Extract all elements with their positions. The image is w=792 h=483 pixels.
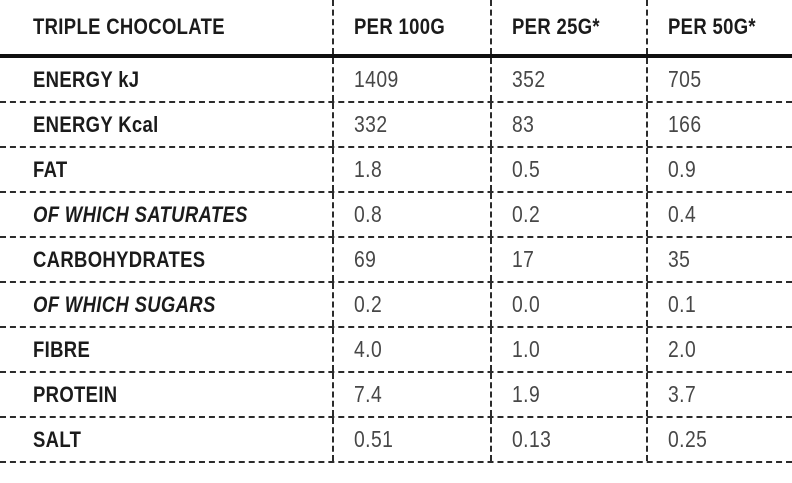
value-per-100g: 1409	[354, 66, 399, 92]
column-header-per-25g: PER 25G*	[490, 0, 646, 54]
column-header-per-100g: PER 100G	[332, 0, 490, 54]
value-cell-per-25g: 0.0	[490, 283, 646, 326]
value-cell-per-100g: 0.8	[332, 193, 490, 236]
value-cell-per-25g: 1.0	[490, 328, 646, 371]
row-label: PROTEIN	[33, 381, 118, 407]
row-label: FAT	[33, 156, 68, 182]
value-per-100g: 0.8	[354, 201, 383, 227]
value-per-25g: 1.0	[512, 336, 541, 362]
table-header-row: TRIPLE CHOCOLATE PER 100G PER 25G* PER 5…	[0, 0, 792, 58]
row-label: CARBOHYDRATES	[33, 246, 206, 272]
row-label: OF WHICH SATURATES	[33, 201, 248, 227]
value-cell-per-25g: 83	[490, 103, 646, 146]
value-per-100g: 4.0	[354, 336, 383, 362]
table-title: TRIPLE CHOCOLATE	[33, 14, 225, 39]
value-per-100g: 69	[354, 246, 377, 272]
value-per-100g: 332	[354, 111, 388, 137]
column-header-per-25g-label: PER 25G*	[512, 14, 600, 39]
value-cell-per-50g: 705	[646, 58, 792, 101]
value-cell-per-100g: 332	[332, 103, 490, 146]
value-per-50g: 0.9	[668, 156, 697, 182]
value-per-25g: 0.2	[512, 201, 541, 227]
value-cell-per-25g: 0.2	[490, 193, 646, 236]
row-label-cell: FAT	[0, 148, 332, 191]
value-per-50g: 3.7	[668, 381, 697, 407]
value-cell-per-100g: 0.2	[332, 283, 490, 326]
value-cell-per-50g: 3.7	[646, 373, 792, 416]
value-cell-per-25g: 17	[490, 238, 646, 281]
row-label-cell: ENERGY Kcal	[0, 103, 332, 146]
table-row: ENERGY kJ 1409 352 705	[0, 58, 792, 103]
value-cell-per-25g: 0.5	[490, 148, 646, 191]
value-per-50g: 35	[668, 246, 691, 272]
value-per-100g: 7.4	[354, 381, 383, 407]
value-per-100g: 0.51	[354, 426, 394, 452]
value-cell-per-100g: 1.8	[332, 148, 490, 191]
value-per-50g: 0.1	[668, 291, 697, 317]
table-body: ENERGY kJ 1409 352 705 ENERGY Kcal 332 8…	[0, 58, 792, 463]
value-per-25g: 17	[512, 246, 535, 272]
row-label: ENERGY Kcal	[33, 111, 159, 137]
table-title-cell: TRIPLE CHOCOLATE	[0, 0, 332, 54]
value-per-25g: 83	[512, 111, 535, 137]
value-cell-per-25g: 352	[490, 58, 646, 101]
row-label-cell: ENERGY kJ	[0, 58, 332, 101]
value-cell-per-100g: 69	[332, 238, 490, 281]
row-label-cell: OF WHICH SATURATES	[0, 193, 332, 236]
value-per-25g: 352	[512, 66, 546, 92]
table-row: OF WHICH SUGARS 0.2 0.0 0.1	[0, 283, 792, 328]
row-label-cell: CARBOHYDRATES	[0, 238, 332, 281]
value-per-50g: 2.0	[668, 336, 697, 362]
row-label-cell: PROTEIN	[0, 373, 332, 416]
value-cell-per-25g: 1.9	[490, 373, 646, 416]
row-label: ENERGY kJ	[33, 66, 140, 92]
row-label: FIBRE	[33, 336, 91, 362]
value-per-25g: 0.0	[512, 291, 541, 317]
value-per-100g: 1.8	[354, 156, 383, 182]
value-cell-per-50g: 0.1	[646, 283, 792, 326]
value-cell-per-100g: 4.0	[332, 328, 490, 371]
value-cell-per-25g: 0.13	[490, 418, 646, 461]
table-row: FIBRE 4.0 1.0 2.0	[0, 328, 792, 373]
row-label: SALT	[33, 426, 82, 452]
column-header-per-50g-label: PER 50G*	[668, 14, 756, 39]
value-per-50g: 166	[668, 111, 702, 137]
value-cell-per-50g: 35	[646, 238, 792, 281]
value-cell-per-50g: 0.25	[646, 418, 792, 461]
table-row: ENERGY Kcal 332 83 166	[0, 103, 792, 148]
value-per-25g: 0.13	[512, 426, 552, 452]
value-cell-per-100g: 0.51	[332, 418, 490, 461]
row-label-cell: SALT	[0, 418, 332, 461]
value-cell-per-50g: 2.0	[646, 328, 792, 371]
row-label-cell: FIBRE	[0, 328, 332, 371]
value-cell-per-100g: 1409	[332, 58, 490, 101]
value-per-50g: 0.4	[668, 201, 697, 227]
row-label-cell: OF WHICH SUGARS	[0, 283, 332, 326]
value-per-25g: 1.9	[512, 381, 541, 407]
value-cell-per-50g: 166	[646, 103, 792, 146]
table-row: PROTEIN 7.4 1.9 3.7	[0, 373, 792, 418]
value-cell-per-50g: 0.9	[646, 148, 792, 191]
table-row: FAT 1.8 0.5 0.9	[0, 148, 792, 193]
value-per-50g: 0.25	[668, 426, 708, 452]
table-row: CARBOHYDRATES 69 17 35	[0, 238, 792, 283]
table-row: SALT 0.51 0.13 0.25	[0, 418, 792, 463]
table-row: OF WHICH SATURATES 0.8 0.2 0.4	[0, 193, 792, 238]
value-per-50g: 705	[668, 66, 702, 92]
row-label: OF WHICH SUGARS	[33, 291, 216, 317]
column-header-per-50g: PER 50G*	[646, 0, 792, 54]
value-per-25g: 0.5	[512, 156, 541, 182]
value-per-100g: 0.2	[354, 291, 383, 317]
value-cell-per-50g: 0.4	[646, 193, 792, 236]
column-header-per-100g-label: PER 100G	[354, 14, 446, 39]
value-cell-per-100g: 7.4	[332, 373, 490, 416]
